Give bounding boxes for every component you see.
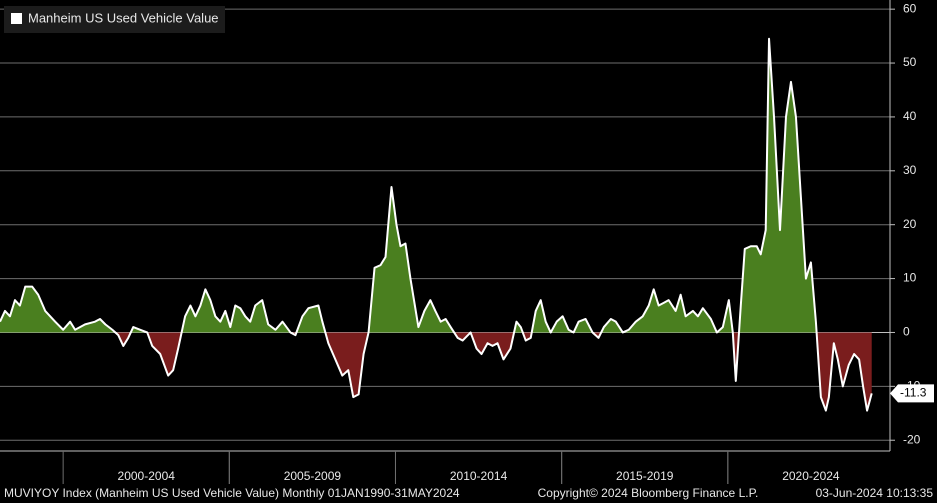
area-positive [0, 38, 817, 333]
y-tick-label: 60 [903, 1, 917, 15]
last-value-tag [890, 384, 934, 403]
line [0, 37, 873, 412]
y-tick-label: 20 [903, 217, 917, 231]
x-tick-label: 2010-2014 [450, 469, 508, 483]
footer-source: MUVIYOY Index (Manheim US Used Vehicle V… [4, 486, 460, 500]
legend-box [4, 6, 225, 33]
series [0, 37, 873, 412]
y-tick-label: 10 [903, 271, 917, 285]
footer-copyright: Copyright© 2024 Bloomberg Finance L.P. [538, 486, 759, 500]
last-value-label: -11.3 [900, 386, 927, 400]
y-tick-label: 40 [903, 109, 917, 123]
legend-swatch [11, 13, 22, 24]
x-tick-label: 2020-2024 [782, 469, 840, 483]
y-tick-label: 30 [903, 163, 917, 177]
x-tick-label: 2000-2004 [118, 469, 176, 483]
footer-timestamp: 03-Jun-2024 10:13:35 [816, 486, 934, 500]
y-tick-label: 0 [903, 325, 910, 339]
legend: Manheim US Used Vehicle Value [4, 6, 225, 33]
legend-label: Manheim US Used Vehicle Value [28, 10, 219, 25]
x-tick-label: 2005-2009 [284, 469, 342, 483]
x-tick-label: 2015-2019 [616, 469, 674, 483]
y-tick-label: 50 [903, 55, 917, 69]
y-tick-label: -20 [903, 432, 921, 446]
